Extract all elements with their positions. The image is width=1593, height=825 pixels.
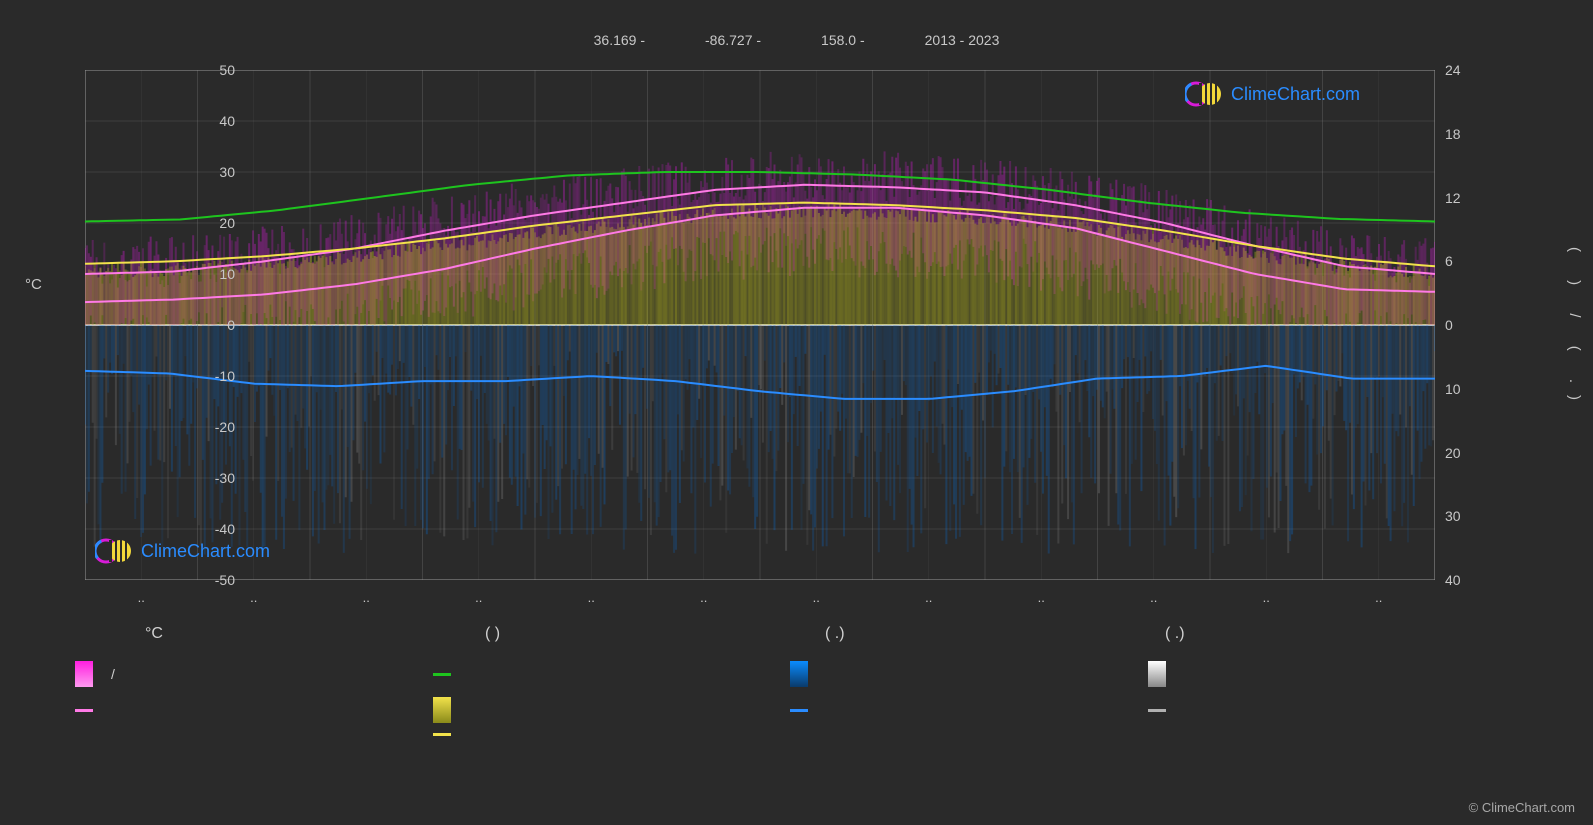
xtick: ..	[588, 590, 595, 605]
ytick-left: -50	[195, 572, 235, 588]
legend-item	[433, 661, 791, 687]
meta-years: 2013 - 2023	[925, 32, 1000, 48]
ytick-left: 10	[195, 266, 235, 282]
legend-swatch	[790, 661, 808, 687]
legend-header: ( .)	[825, 625, 1165, 643]
logo-text: ClimeChart.com	[1231, 84, 1360, 105]
ytick-left: -30	[195, 470, 235, 486]
ytick-right: 30	[1445, 508, 1475, 524]
legend-header: ( .)	[1165, 625, 1505, 643]
ytick-right: 0	[1445, 317, 1475, 333]
xtick: ..	[475, 590, 482, 605]
meta-lon: -86.727 -	[705, 32, 761, 48]
ytick-right: 18	[1445, 126, 1475, 142]
ytick-right: 40	[1445, 572, 1475, 588]
y-axis-right-label: ( ) / ( .)	[1566, 180, 1583, 480]
legend-item	[75, 697, 433, 723]
xtick: ..	[1263, 590, 1270, 605]
legend-swatch	[433, 697, 451, 723]
xtick: ..	[925, 590, 932, 605]
y-axis-left-label: °C	[25, 276, 42, 293]
logo-text: ClimeChart.com	[141, 541, 270, 562]
climate-chart	[85, 70, 1435, 580]
ytick-left: 20	[195, 215, 235, 231]
brand-logo: ClimeChart.com	[95, 537, 270, 565]
ytick-right: 24	[1445, 62, 1475, 78]
xtick: ..	[1038, 590, 1045, 605]
ytick-left: -20	[195, 419, 235, 435]
ytick-right: 20	[1445, 445, 1475, 461]
chart-svg	[85, 70, 1435, 580]
xtick: ..	[1150, 590, 1157, 605]
legend-item	[1148, 661, 1506, 687]
legend-header: °C	[75, 625, 485, 643]
xtick: ..	[813, 590, 820, 605]
legend-swatch	[433, 673, 451, 676]
legend-item	[1148, 697, 1506, 723]
logo-icon	[1185, 80, 1223, 108]
ytick-left: -10	[195, 368, 235, 384]
legend-swatch	[75, 709, 93, 712]
ytick-right: 12	[1445, 190, 1475, 206]
legend-item: /	[75, 661, 433, 687]
ytick-right: 6	[1445, 253, 1475, 269]
legend-label: /	[111, 666, 115, 682]
ytick-left: 40	[195, 113, 235, 129]
logo-icon	[95, 537, 133, 565]
xtick: ..	[138, 590, 145, 605]
xtick: ..	[1375, 590, 1382, 605]
legend-swatch	[1148, 661, 1166, 687]
xtick: ..	[700, 590, 707, 605]
ytick-left: 0	[195, 317, 235, 333]
legend: °C( )( .)( .) /	[75, 625, 1505, 746]
legend-item	[433, 697, 791, 723]
brand-logo: ClimeChart.com	[1185, 80, 1360, 108]
legend-header: ( )	[485, 625, 825, 643]
xtick: ..	[363, 590, 370, 605]
legend-item	[790, 697, 1148, 723]
legend-item	[790, 733, 1148, 736]
meta-lat: 36.169 -	[594, 32, 645, 48]
legend-item	[790, 661, 1148, 687]
xtick: ..	[250, 590, 257, 605]
meta-elev: 158.0 -	[821, 32, 865, 48]
copyright: © ClimeChart.com	[1469, 800, 1575, 815]
ytick-left: 30	[195, 164, 235, 180]
legend-swatch	[433, 733, 451, 736]
ytick-left: -40	[195, 521, 235, 537]
legend-swatch	[75, 661, 93, 687]
ytick-left: 50	[195, 62, 235, 78]
legend-swatch	[1148, 709, 1166, 712]
chart-metadata: 36.169 - -86.727 - 158.0 - 2013 - 2023	[0, 32, 1593, 48]
legend-item	[1148, 733, 1506, 736]
legend-item	[433, 733, 791, 736]
legend-swatch	[790, 709, 808, 712]
ytick-right: 10	[1445, 381, 1475, 397]
legend-item	[75, 733, 433, 736]
